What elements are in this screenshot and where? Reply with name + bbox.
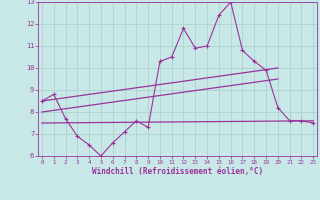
X-axis label: Windchill (Refroidissement éolien,°C): Windchill (Refroidissement éolien,°C)	[92, 167, 263, 176]
